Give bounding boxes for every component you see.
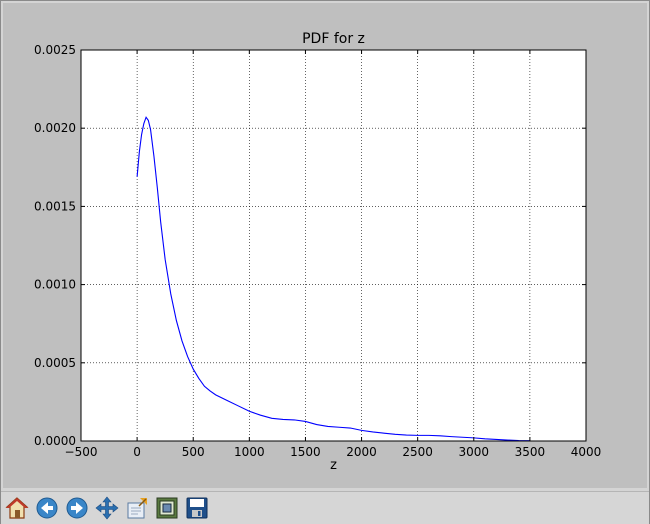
zoom-rect-icon (127, 498, 147, 519)
forward-arrow-icon (66, 497, 88, 519)
ticks-group: −500 0 500 1000 1500 2000 2500 3000 3500 4000 0.00… (34, 43, 601, 459)
save-button[interactable] (184, 495, 210, 521)
pdf-chart: −500 0 500 1000 1500 2000 2500 3000 3500 4000 0.00… (34, 31, 601, 473)
x-tick-label: 0 (133, 445, 141, 459)
zoom-button[interactable] (124, 495, 150, 521)
y-tick-label: 0.0005 (34, 356, 76, 370)
x-tick-label: 1000 (234, 445, 265, 459)
x-axis-label: z (330, 458, 337, 473)
y-tick-label: 0.0015 (34, 199, 76, 213)
x-tick-label: 1500 (290, 445, 321, 459)
x-tick-label: −500 (65, 445, 98, 459)
x-tick-label: 4000 (571, 445, 602, 459)
subplots-icon (156, 497, 178, 519)
x-tick-label: 3000 (459, 445, 490, 459)
floppy-disk-icon (186, 497, 208, 519)
y-tick-label: 0.0025 (34, 43, 76, 57)
subplots-button[interactable] (154, 495, 180, 521)
navigation-toolbar (1, 491, 649, 524)
plot-frame (80, 49, 587, 442)
forward-button[interactable] (64, 495, 90, 521)
home-icon (5, 497, 29, 519)
back-button[interactable] (34, 495, 60, 521)
figure-canvas: −500 0 500 1000 1500 2000 2500 3000 3500 4000 0.00… (3, 3, 647, 488)
y-tick-label: 0.0000 (34, 434, 76, 448)
y-tick-label: 0.0020 (34, 121, 76, 135)
move-icon (95, 496, 119, 520)
x-tick-label: 2500 (402, 445, 433, 459)
x-tick-label: 2000 (346, 445, 377, 459)
chart-title: PDF for z (302, 31, 365, 47)
pdf-series-line (136, 116, 530, 442)
x-tick-label: 500 (182, 445, 205, 459)
series-group (136, 116, 530, 442)
pan-button[interactable] (94, 495, 120, 521)
grid-lines (81, 50, 586, 441)
plot-area (81, 50, 586, 441)
back-arrow-icon (36, 497, 58, 519)
home-button[interactable] (4, 495, 30, 521)
x-tick-label: 3500 (515, 445, 546, 459)
y-tick-label: 0.0010 (34, 278, 76, 292)
